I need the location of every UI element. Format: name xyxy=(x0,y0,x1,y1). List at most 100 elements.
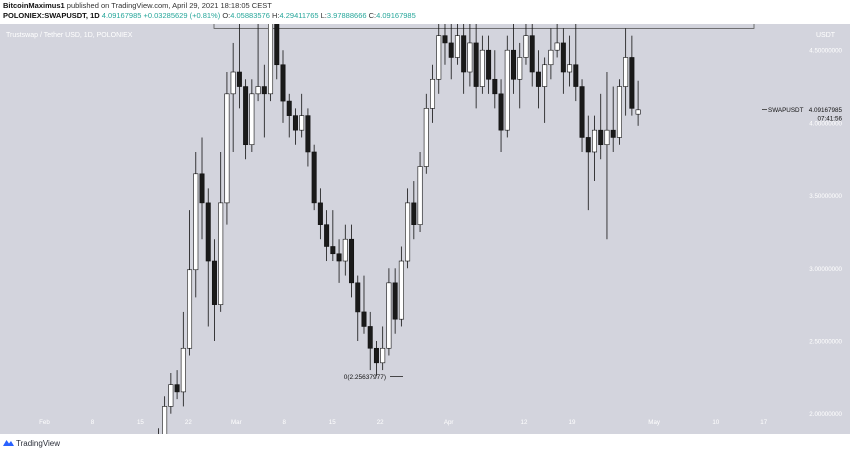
candle[interactable] xyxy=(211,239,217,341)
candle[interactable] xyxy=(324,210,330,262)
candle[interactable] xyxy=(554,24,560,58)
candle[interactable] xyxy=(436,24,442,94)
candle[interactable] xyxy=(380,326,386,371)
candle[interactable] xyxy=(373,341,379,376)
candle[interactable] xyxy=(623,28,629,116)
candle[interactable] xyxy=(498,79,504,152)
candle[interactable] xyxy=(411,181,417,240)
candle[interactable] xyxy=(205,188,211,327)
candle[interactable] xyxy=(261,64,267,138)
candle[interactable] xyxy=(604,72,610,240)
candle-body xyxy=(373,347,379,364)
candle[interactable] xyxy=(567,35,573,87)
resistance-zone[interactable] xyxy=(213,24,755,29)
fib-level[interactable]: 0(2.25637977) xyxy=(344,374,403,381)
candle[interactable] xyxy=(423,93,429,174)
candle[interactable] xyxy=(461,24,467,94)
tradingview-logo[interactable]: TradingView xyxy=(3,439,60,448)
candle[interactable] xyxy=(292,108,298,145)
candle[interactable] xyxy=(299,93,305,138)
candle[interactable] xyxy=(635,80,641,126)
candle[interactable] xyxy=(560,28,566,94)
candle[interactable] xyxy=(249,79,255,152)
candle-body xyxy=(579,86,585,138)
candle[interactable] xyxy=(529,24,535,87)
candle[interactable] xyxy=(579,79,585,152)
candle[interactable] xyxy=(330,210,336,262)
candle[interactable] xyxy=(448,24,454,80)
symbol-label: POLONIEX:SWAPUSDT, 1D xyxy=(3,11,100,20)
candle[interactable] xyxy=(548,28,554,80)
candle[interactable] xyxy=(336,239,342,283)
candle[interactable] xyxy=(629,35,635,116)
candle-body xyxy=(492,78,498,95)
candle[interactable] xyxy=(535,50,541,109)
candle[interactable] xyxy=(398,246,404,327)
candle[interactable] xyxy=(268,24,274,102)
candle[interactable] xyxy=(311,144,317,211)
candle-body xyxy=(174,384,180,393)
candle[interactable] xyxy=(616,79,622,145)
candle[interactable] xyxy=(598,93,604,160)
candle[interactable] xyxy=(591,115,597,182)
candle[interactable] xyxy=(199,137,205,240)
candle[interactable] xyxy=(504,35,510,138)
candle[interactable] xyxy=(492,50,498,109)
candle[interactable] xyxy=(286,93,292,138)
open-label: O: xyxy=(222,11,231,20)
candle[interactable] xyxy=(317,188,323,240)
candle[interactable] xyxy=(342,224,348,276)
candle[interactable] xyxy=(349,224,355,298)
candle[interactable] xyxy=(274,24,280,80)
candle[interactable] xyxy=(236,24,242,109)
candle[interactable] xyxy=(454,24,460,65)
candle[interactable] xyxy=(168,372,174,414)
candle[interactable] xyxy=(585,115,591,211)
candle[interactable] xyxy=(255,24,261,102)
candle[interactable] xyxy=(417,151,423,232)
candle[interactable] xyxy=(218,151,224,312)
x-tick-label: 15 xyxy=(137,419,144,426)
candle[interactable] xyxy=(280,50,286,123)
candle[interactable] xyxy=(386,268,392,356)
candle[interactable] xyxy=(467,24,473,87)
candle[interactable] xyxy=(479,35,485,94)
footer: TradingView xyxy=(0,434,850,453)
candle[interactable] xyxy=(517,42,523,109)
author-name[interactable]: BitcoinMaximus1 xyxy=(3,1,65,10)
candle[interactable] xyxy=(187,210,193,356)
candle[interactable] xyxy=(405,188,411,269)
price-chart[interactable]: Trustswap / Tether USD, 1D, POLONIEX USD… xyxy=(0,24,850,434)
candle[interactable] xyxy=(430,64,436,123)
candle[interactable] xyxy=(224,72,230,225)
candle[interactable] xyxy=(193,151,199,298)
candle[interactable] xyxy=(180,311,186,407)
ohlc-line: POLONIEX:SWAPUSDT, 1D 4.09167985 +0.0328… xyxy=(3,11,416,20)
candle[interactable] xyxy=(610,86,616,152)
candle[interactable] xyxy=(367,311,373,371)
candle-body xyxy=(535,71,541,87)
candle[interactable] xyxy=(162,396,168,434)
candle[interactable] xyxy=(392,268,398,334)
candle[interactable] xyxy=(361,275,367,334)
price-change: +0.03285629 (+0.81%) xyxy=(143,11,221,20)
countdown: 07:41:56 xyxy=(817,116,842,123)
candle[interactable] xyxy=(174,370,180,400)
candle-body xyxy=(224,93,230,204)
candle[interactable] xyxy=(442,24,448,65)
candle[interactable] xyxy=(486,35,492,94)
candle[interactable] xyxy=(573,24,579,102)
candle[interactable] xyxy=(511,24,517,94)
candle[interactable] xyxy=(355,275,361,341)
candle[interactable] xyxy=(305,108,311,167)
candle-body xyxy=(305,115,311,153)
candle-body xyxy=(529,35,535,73)
candle[interactable] xyxy=(542,57,548,123)
chart-title: Trustswap / Tether USD, 1D, POLONIEX xyxy=(6,32,133,39)
candle[interactable] xyxy=(243,79,249,160)
candle-body xyxy=(299,115,305,131)
candle[interactable] xyxy=(230,42,236,152)
candle[interactable] xyxy=(523,24,529,65)
candle-body xyxy=(162,406,168,434)
candle[interactable] xyxy=(473,24,479,109)
